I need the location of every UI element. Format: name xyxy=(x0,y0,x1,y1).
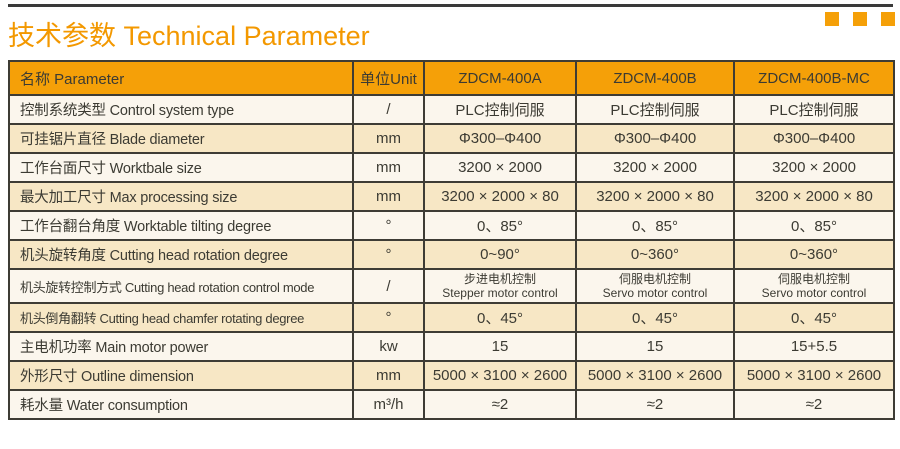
value-zdcm-400b: 0、85° xyxy=(575,210,735,241)
value-zdcm-400b: ≈2 xyxy=(575,389,735,420)
param-name: 主电机功率 Main motor power xyxy=(8,331,354,362)
table-row: 机头旋转角度 Cutting head rotation degree ° 0~… xyxy=(8,239,895,270)
table-row: 可挂锯片直径 Blade diameter mm Φ300–Φ400 Φ300–… xyxy=(8,123,895,154)
table-row: 主电机功率 Main motor power kw 15 15 15+5.5 xyxy=(8,331,895,362)
table-row: 机头旋转控制方式 Cutting head rotation control m… xyxy=(8,268,895,304)
top-rule-divider xyxy=(8,4,893,7)
param-name: 机头旋转控制方式 Cutting head rotation control m… xyxy=(8,268,354,304)
param-unit: kw xyxy=(352,331,425,362)
value-zdcm-400b-mc: 0、45° xyxy=(733,302,895,333)
value-zdcm-400a: 15 xyxy=(423,331,577,362)
param-name: 控制系统类型 Control system type xyxy=(8,94,354,125)
value-zdcm-400b-mc: PLC控制伺服 xyxy=(733,94,895,125)
param-unit: mm xyxy=(352,152,425,183)
value-zdcm-400b: 3200 × 2000 × 80 xyxy=(575,181,735,212)
table-row: 耗水量 Water consumption m³/h ≈2 ≈2 ≈2 xyxy=(8,389,895,420)
table-row: 外形尺寸 Outline dimension mm 5000 × 3100 × … xyxy=(8,360,895,391)
value-zdcm-400b-mc: 3200 × 2000 × 80 xyxy=(733,181,895,212)
value-zdcm-400a: PLC控制伺服 xyxy=(423,94,577,125)
param-name: 机头倒角翻转 Cutting head chamfer rotating deg… xyxy=(8,302,354,333)
value-zdcm-400a: ≈2 xyxy=(423,389,577,420)
param-name: 外形尺寸 Outline dimension xyxy=(8,360,354,391)
parameters-table: 名称 Parameter 单位Unit ZDCM-400A ZDCM-400B … xyxy=(8,60,895,420)
table-row: 控制系统类型 Control system type / PLC控制伺服 PLC… xyxy=(8,94,895,125)
value-zdcm-400a: 5000 × 3100 × 2600 xyxy=(423,360,577,391)
table-row: 工作台翻台角度 Worktable tilting degree ° 0、85°… xyxy=(8,210,895,241)
value-zdcm-400b-mc: 3200 × 2000 xyxy=(733,152,895,183)
param-unit: mm xyxy=(352,123,425,154)
value-zdcm-400a: 3200 × 2000 × 80 xyxy=(423,181,577,212)
value-zdcm-400b: Φ300–Φ400 xyxy=(575,123,735,154)
value-zdcm-400a: 3200 × 2000 xyxy=(423,152,577,183)
square-icon xyxy=(825,12,839,26)
value-zdcm-400b: 5000 × 3100 × 2600 xyxy=(575,360,735,391)
value-zdcm-400a: 0、85° xyxy=(423,210,577,241)
param-unit: m³/h xyxy=(352,389,425,420)
value-zdcm-400b-mc: 15+5.5 xyxy=(733,331,895,362)
param-name: 机头旋转角度 Cutting head rotation degree xyxy=(8,239,354,270)
param-name: 最大加工尺寸 Max processing size xyxy=(8,181,354,212)
param-unit: ° xyxy=(352,302,425,333)
param-unit: ° xyxy=(352,239,425,270)
square-icon xyxy=(881,12,895,26)
table-row: 工作台面尺寸 Worktbale size mm 3200 × 2000 320… xyxy=(8,152,895,183)
param-unit: / xyxy=(352,268,425,304)
param-name: 可挂锯片直径 Blade diameter xyxy=(8,123,354,154)
value-zdcm-400b-mc: 0~360° xyxy=(733,239,895,270)
value-zdcm-400b: 3200 × 2000 xyxy=(575,152,735,183)
value-zdcm-400b-mc: Φ300–Φ400 xyxy=(733,123,895,154)
table-row: 最大加工尺寸 Max processing size mm 3200 × 200… xyxy=(8,181,895,212)
param-name: 工作台翻台角度 Worktable tilting degree xyxy=(8,210,354,241)
param-unit: mm xyxy=(352,181,425,212)
param-unit: mm xyxy=(352,360,425,391)
square-icon xyxy=(853,12,867,26)
decor-squares xyxy=(825,12,895,26)
value-zdcm-400b-mc: 伺服电机控制 Servo motor control xyxy=(733,268,895,304)
header-model-zdcm-400b: ZDCM-400B xyxy=(575,60,735,96)
value-zdcm-400a: 步进电机控制 Stepper motor control xyxy=(423,268,577,304)
value-zdcm-400b-mc: 0、85° xyxy=(733,210,895,241)
param-name: 工作台面尺寸 Worktbale size xyxy=(8,152,354,183)
value-zdcm-400a: 0~90° xyxy=(423,239,577,270)
param-unit: / xyxy=(352,94,425,125)
page-title: 技术参数 Technical Parameter xyxy=(8,21,370,51)
table-header-row: 名称 Parameter 单位Unit ZDCM-400A ZDCM-400B … xyxy=(8,60,895,96)
table-row: 机头倒角翻转 Cutting head chamfer rotating deg… xyxy=(8,302,895,333)
header-unit: 单位Unit xyxy=(352,60,425,96)
param-unit: ° xyxy=(352,210,425,241)
header-model-zdcm-400a: ZDCM-400A xyxy=(423,60,577,96)
value-zdcm-400b: 伺服电机控制 Servo motor control xyxy=(575,268,735,304)
value-zdcm-400a: Φ300–Φ400 xyxy=(423,123,577,154)
value-zdcm-400b: 0、45° xyxy=(575,302,735,333)
value-zdcm-400b: 15 xyxy=(575,331,735,362)
value-zdcm-400b-mc: 5000 × 3100 × 2600 xyxy=(733,360,895,391)
param-name: 耗水量 Water consumption xyxy=(8,389,354,420)
value-zdcm-400b-mc: ≈2 xyxy=(733,389,895,420)
value-zdcm-400b: 0~360° xyxy=(575,239,735,270)
value-zdcm-400a: 0、45° xyxy=(423,302,577,333)
header-parameter: 名称 Parameter xyxy=(8,60,354,96)
header-model-zdcm-400b-mc: ZDCM-400B-MC xyxy=(733,60,895,96)
value-zdcm-400b: PLC控制伺服 xyxy=(575,94,735,125)
